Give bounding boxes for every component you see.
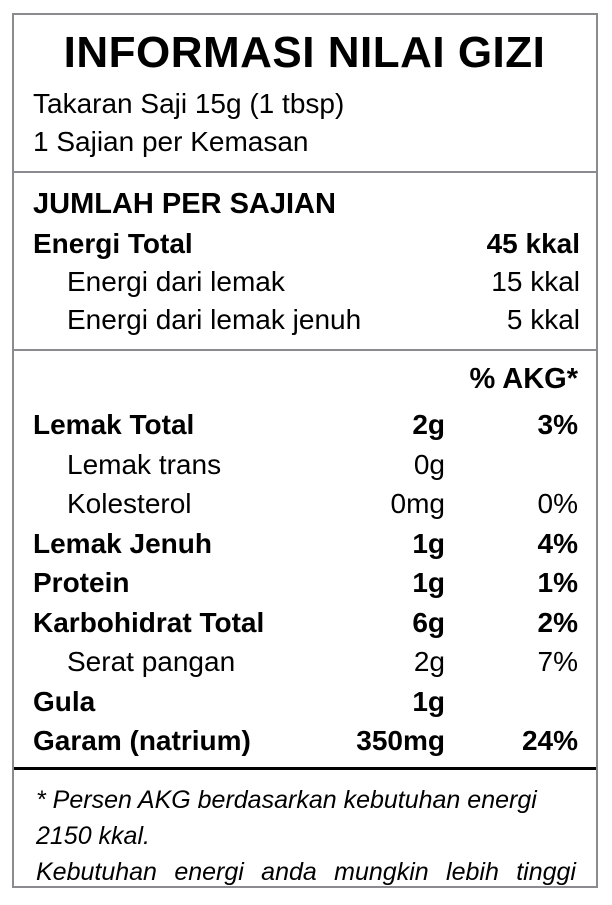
divider-energy — [14, 349, 596, 351]
nutrient-amount: 1g — [412, 567, 445, 598]
nutrient-row: Lemak Jenuh 1g 4% — [33, 524, 578, 564]
energy-value: 15 kkal — [491, 266, 580, 297]
nutrient-akg-pct: 7% — [537, 646, 578, 677]
per-serving-heading: JUMLAH PER SAJIAN — [33, 188, 336, 220]
energy-row: Energi Total 45 kkal — [33, 225, 580, 263]
footnote-line: * Persen AKG berdasarkan kebutuhan energ… — [36, 785, 537, 850]
nutrient-name: Lemak trans — [67, 448, 222, 480]
energy-name: Energi Total — [33, 228, 193, 259]
serving-info: Takaran Saji 15g (1 tbsp) 1 Sajian per K… — [33, 85, 576, 161]
energy-value: 5 kkal — [506, 304, 580, 335]
nutrient-akg-pct: 1% — [537, 567, 578, 598]
label-header: INFORMASI NILAI GIZI Takaran Saji 15g (1… — [14, 15, 596, 171]
nutrient-amount: 6g — [412, 606, 445, 638]
nutrient-row: Karbohidrat Total 6g 2% — [33, 603, 578, 643]
serving-size-text: Takaran Saji 15g (1 tbsp) — [33, 88, 345, 119]
energy-rows: Energi Total 45 kkal Energi dari lemak 15 k… — [33, 225, 580, 339]
nutrient-name: Gula — [33, 685, 96, 717]
nutrient-row: Lemak Total 2g 3% — [33, 405, 578, 445]
nutrients-section: % AKG* Lemak Total 2g 3% Lemak trans 0g Koles… — [14, 351, 596, 767]
akg-column-header: % AKG* — [469, 363, 579, 395]
akg-footnote: * Persen AKG berdasarkan kebutuhan energ… — [14, 770, 596, 887]
nutrient-name: Karbohidrat Total — [33, 606, 265, 638]
nutrient-row: Garam (natrium) 350mg 24% — [33, 721, 578, 761]
nutrient-name: Lemak Jenuh — [33, 527, 212, 559]
nutrient-row: Lemak trans 0g — [33, 445, 578, 485]
energy-row: Energi dari lemak 15 kkal — [33, 263, 580, 301]
nutrient-name: Garam (natrium) — [33, 725, 251, 756]
per-serving-section: JUMLAH PER SAJIAN Energi Total 45 kkal Ene… — [14, 173, 596, 349]
label-title: INFORMASI NILAI GIZI — [63, 28, 546, 77]
footnote-line: Kebutuhan energi anda mungkin lebih ting… — [36, 857, 576, 886]
nutrient-amount: 2g — [413, 646, 445, 677]
nutrient-rows: Lemak Total 2g 3% Lemak trans 0g Kolesterol 0m… — [33, 405, 578, 761]
divider-footnote — [14, 766, 596, 770]
energy-value: 45 kkal — [486, 228, 580, 259]
nutrient-amount: 1g — [412, 685, 445, 717]
nutrient-name: Lemak Total — [33, 409, 195, 440]
nutrient-amount: 350mg — [356, 725, 445, 756]
nutrient-akg-pct: 4% — [537, 527, 578, 559]
nutrient-row: Protein 1g 1% — [33, 563, 578, 603]
nutrient-amount: 0g — [413, 448, 445, 480]
nutrient-akg-pct: 2% — [537, 606, 578, 638]
nutrient-amount: 0mg — [390, 488, 445, 519]
nutrient-row: Gula 1g — [33, 682, 578, 722]
servings-per-pack-text: 1 Sajian per Kemasan — [33, 126, 309, 157]
nutrient-akg-pct: 24% — [521, 725, 578, 756]
energy-row: Energi dari lemak jenuh 5 kkal — [33, 301, 580, 339]
energy-name: Energi dari lemak — [67, 266, 285, 297]
nutrient-name: Serat pangan — [67, 646, 236, 677]
divider-header — [14, 171, 596, 173]
nutrient-akg-pct: 0% — [537, 488, 578, 519]
nutrient-row: Serat pangan 2g 7% — [33, 642, 578, 682]
nutrient-name: Protein — [33, 567, 130, 598]
nutrition-facts-label: INFORMASI NILAI GIZI Takaran Saji 15g (1… — [12, 13, 598, 888]
nutrient-amount: 1g — [412, 527, 445, 559]
energy-name: Energi dari lemak jenuh — [67, 304, 362, 335]
nutrient-amount: 2g — [412, 409, 445, 440]
nutrient-name: Kolesterol — [67, 488, 192, 519]
nutrient-row: Kolesterol 0mg 0% — [33, 484, 578, 524]
nutrient-akg-pct: 3% — [537, 409, 578, 440]
